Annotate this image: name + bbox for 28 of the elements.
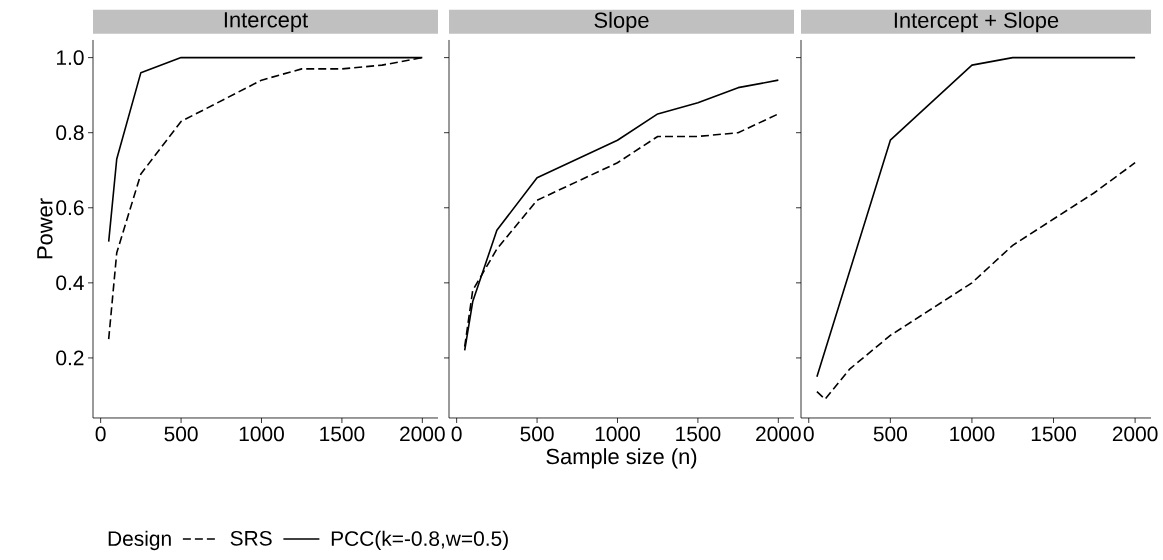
y-axis-title: Power xyxy=(37,198,53,259)
x-tick-label: 500 xyxy=(164,426,198,442)
y-tick-label: 0.6 xyxy=(56,200,84,216)
x-tick-label: 2000 xyxy=(400,426,445,442)
x-tick-label: 0 xyxy=(803,426,814,442)
y-tick-label: 0.2 xyxy=(56,350,84,366)
x-tick-label: 1000 xyxy=(239,426,284,442)
legend-label: PCC(k=-0.8,w=0.5) xyxy=(331,530,508,551)
chart-title: Slope xyxy=(594,11,649,33)
x-tick-label: 1500 xyxy=(676,426,721,442)
x-tick-label: 0 xyxy=(451,426,462,442)
chart-title: Intercept xyxy=(224,12,308,32)
x-tick-label: 2000 xyxy=(1112,426,1158,442)
x-tick-label: 1500 xyxy=(1031,426,1076,442)
x-tick-label: 1000 xyxy=(595,426,640,442)
y-tick-label: 1.0 xyxy=(57,50,84,66)
x-tick-label: 500 xyxy=(520,426,554,442)
legend-title: Design xyxy=(108,530,171,551)
y-tick-label: 0.4 xyxy=(56,275,84,291)
x-tick-label: 500 xyxy=(873,426,907,442)
x-axis-title: Sample size (n) xyxy=(546,448,697,469)
legend-label: SRS xyxy=(230,530,272,546)
chart-title: Intercept + Slope xyxy=(894,11,1059,33)
x-tick-label: 1000 xyxy=(950,426,995,442)
x-tick-label: 0 xyxy=(95,426,106,442)
x-tick-label: 1500 xyxy=(320,426,365,442)
y-tick-label: 0.8 xyxy=(56,125,84,141)
x-tick-label: 2000 xyxy=(756,426,801,442)
